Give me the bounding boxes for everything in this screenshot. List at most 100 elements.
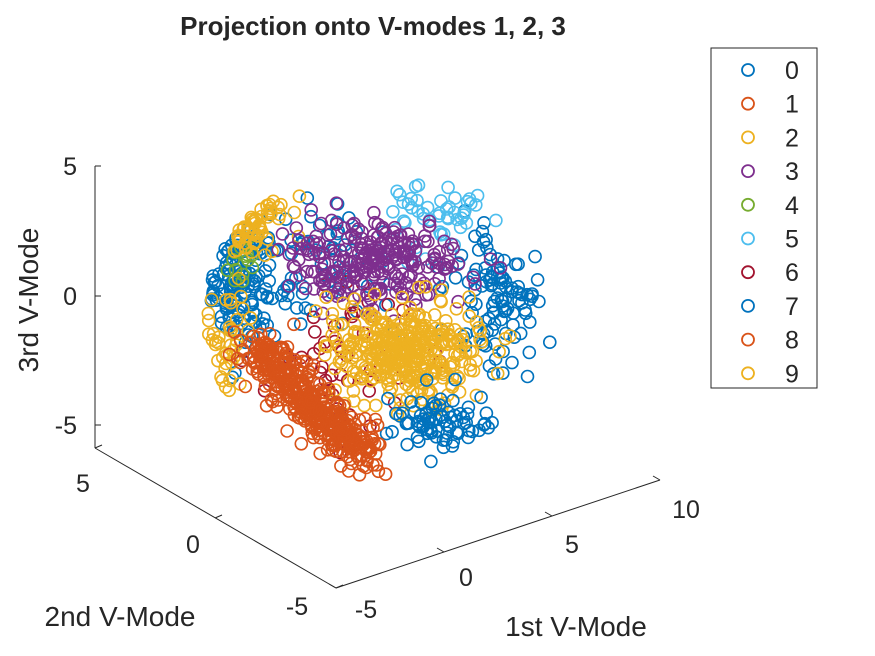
data-point xyxy=(485,265,500,279)
data-point xyxy=(487,317,502,331)
data-point xyxy=(282,279,296,293)
data-point xyxy=(367,264,381,279)
data-point xyxy=(305,264,320,279)
data-point xyxy=(245,295,259,310)
data-point xyxy=(238,379,253,394)
y-tick-label: 5 xyxy=(76,470,90,498)
data-point xyxy=(542,335,557,350)
data-point xyxy=(411,308,426,322)
x-axis-line xyxy=(335,479,661,589)
data-point xyxy=(410,193,424,208)
data-point xyxy=(475,224,490,239)
data-point xyxy=(403,300,418,315)
data-point xyxy=(280,288,295,303)
data-point xyxy=(352,413,367,427)
legend-label: 5 xyxy=(785,226,799,254)
data-point xyxy=(238,236,252,250)
data-point xyxy=(433,293,448,308)
data-point xyxy=(389,251,403,266)
data-point xyxy=(419,288,433,302)
legend-marker xyxy=(741,197,755,212)
data-point xyxy=(425,256,439,270)
data-point xyxy=(361,309,376,323)
data-point xyxy=(479,406,494,421)
data-point xyxy=(434,322,448,336)
data-point xyxy=(480,324,494,339)
data-point xyxy=(289,221,304,235)
data-point xyxy=(287,385,302,400)
data-point xyxy=(304,393,319,407)
data-point xyxy=(346,341,360,355)
data-point xyxy=(413,420,427,434)
data-point xyxy=(457,416,471,431)
data-point xyxy=(421,383,436,397)
data-point xyxy=(375,260,390,274)
data-point xyxy=(355,225,369,239)
data-point xyxy=(497,253,511,268)
data-point xyxy=(208,274,223,289)
data-point xyxy=(360,326,375,341)
data-point xyxy=(370,418,385,433)
data-point xyxy=(466,270,480,285)
data-point xyxy=(334,317,349,332)
data-point xyxy=(401,197,416,211)
data-point xyxy=(312,246,327,261)
tick-marks xyxy=(94,165,661,589)
data-point xyxy=(495,366,510,380)
data-points xyxy=(201,178,557,482)
data-point xyxy=(328,361,342,376)
data-point xyxy=(406,340,420,354)
data-point xyxy=(371,464,386,479)
data-point xyxy=(462,290,476,304)
data-point xyxy=(271,393,286,407)
data-point xyxy=(292,189,307,203)
data-point xyxy=(454,340,468,354)
y-tick xyxy=(335,584,344,589)
data-point xyxy=(334,413,349,428)
data-point xyxy=(415,332,430,346)
data-point xyxy=(496,344,510,359)
data-point xyxy=(470,188,485,203)
legend-entries: 0 1 2 3 4 5 6 7 8 9 xyxy=(741,57,799,388)
data-point xyxy=(411,260,426,275)
data-point xyxy=(473,323,488,338)
data-point xyxy=(468,229,482,244)
data-point xyxy=(422,219,437,233)
data-point xyxy=(382,259,396,274)
data-point xyxy=(390,184,404,199)
data-point xyxy=(430,342,445,357)
data-point xyxy=(449,414,464,428)
data-point xyxy=(223,292,238,307)
data-point xyxy=(372,335,387,350)
data-point xyxy=(300,370,314,385)
data-point xyxy=(304,209,318,224)
data-point xyxy=(280,424,294,438)
data-point xyxy=(400,328,414,342)
data-point xyxy=(236,302,250,316)
data-point xyxy=(497,304,512,319)
data-point xyxy=(271,242,286,257)
data-point xyxy=(228,262,243,277)
data-point xyxy=(368,398,383,413)
data-point xyxy=(332,354,347,369)
data-point xyxy=(262,204,277,218)
data-point xyxy=(433,392,448,407)
data-point xyxy=(448,270,463,285)
data-point xyxy=(490,252,505,266)
data-point xyxy=(253,348,267,363)
data-point xyxy=(316,416,331,431)
data-point xyxy=(289,301,304,315)
data-point xyxy=(280,389,295,404)
data-point xyxy=(466,363,481,378)
data-point xyxy=(230,243,244,257)
legend-label: 1 xyxy=(785,91,799,119)
data-point xyxy=(389,269,404,283)
data-point xyxy=(528,249,542,264)
y-axis-label: 2nd V-Mode xyxy=(45,601,196,632)
data-point xyxy=(367,287,382,302)
data-point xyxy=(348,348,363,363)
data-point xyxy=(428,364,442,378)
data-point xyxy=(287,205,302,220)
x-tick xyxy=(544,511,553,517)
data-point xyxy=(439,261,454,275)
